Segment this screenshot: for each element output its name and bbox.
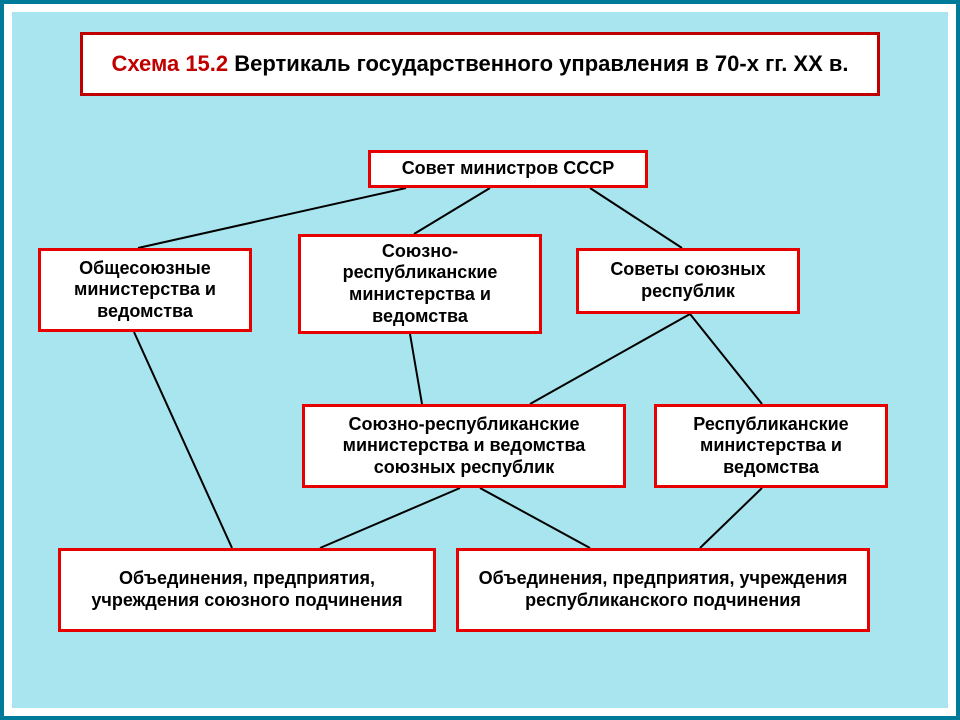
node-root: Совет министров СССР (368, 150, 648, 188)
title-rest: Вертикаль государственного управления в … (228, 51, 848, 76)
diagram-canvas: Схема 15.2 Вертикаль государственного уп… (0, 0, 960, 720)
node-l2a: Союзно-республиканские министерства и ве… (302, 404, 626, 488)
title-prefix: Схема 15.2 (111, 51, 228, 76)
node-l3a: Объединения, предприятия, учреждения сою… (58, 548, 436, 632)
node-l2b: Республиканские министерства и ведомства (654, 404, 888, 488)
node-l1b: Союзно-республиканские министерства и ве… (298, 234, 542, 334)
title-box: Схема 15.2 Вертикаль государственного уп… (80, 32, 880, 96)
node-l1a: Общесоюзные министерства и ведомства (38, 248, 252, 332)
node-l3b: Объединения, предприятия, учреждения рес… (456, 548, 870, 632)
node-l1c: Советы союзных республик (576, 248, 800, 314)
